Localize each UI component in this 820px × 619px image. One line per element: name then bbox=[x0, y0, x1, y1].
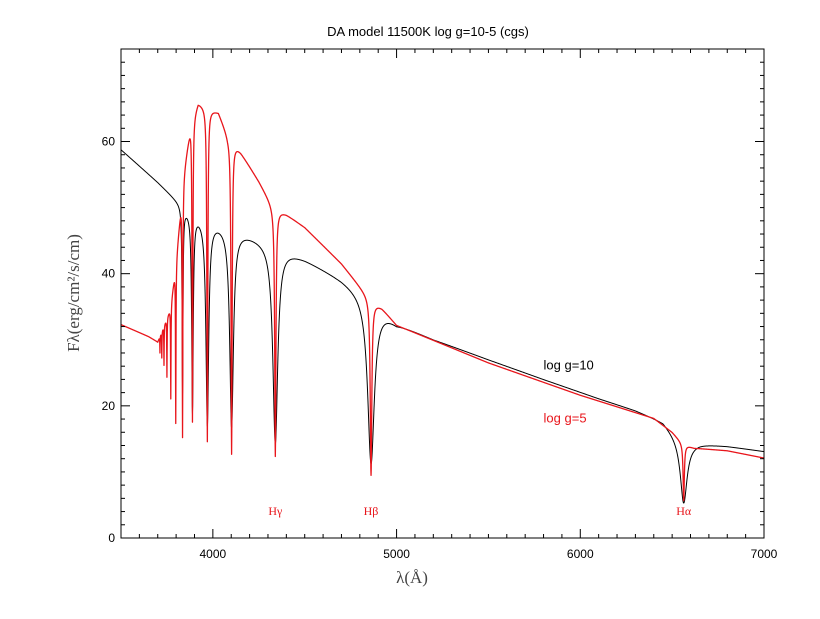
series-label: log g=5 bbox=[544, 410, 587, 425]
series-line-log-g-5 bbox=[120, 104, 765, 502]
plot-frame bbox=[120, 48, 765, 539]
x-axis-label: λ(Å) bbox=[396, 568, 428, 587]
x-tick-label: 7000 bbox=[751, 547, 778, 561]
line-label: Hβ bbox=[364, 504, 379, 518]
y-tick-label: 40 bbox=[102, 267, 116, 281]
chart-title: DA model 11500K log g=10-5 (cgs) bbox=[327, 24, 529, 39]
series-line-log-g-10 bbox=[120, 149, 765, 504]
y-tick-label: 60 bbox=[102, 135, 116, 149]
series-label: log g=10 bbox=[544, 357, 594, 372]
line-label: Hγ bbox=[268, 504, 283, 518]
y-tick-label: 20 bbox=[102, 399, 116, 413]
axes: 4000 5000 6000 7000 0 20 40 60 Hγ Hβ Hα log g=10 log… bbox=[102, 49, 778, 561]
y-axis-label: Fλ(erg/cm²/s/cm) bbox=[64, 234, 83, 352]
x-tick-label: 4000 bbox=[200, 547, 227, 561]
plot-area bbox=[120, 104, 765, 504]
x-tick-label: 5000 bbox=[383, 547, 410, 561]
y-tick-label: 0 bbox=[108, 531, 115, 545]
line-label: Hα bbox=[676, 504, 692, 518]
x-tick-label: 6000 bbox=[567, 547, 594, 561]
